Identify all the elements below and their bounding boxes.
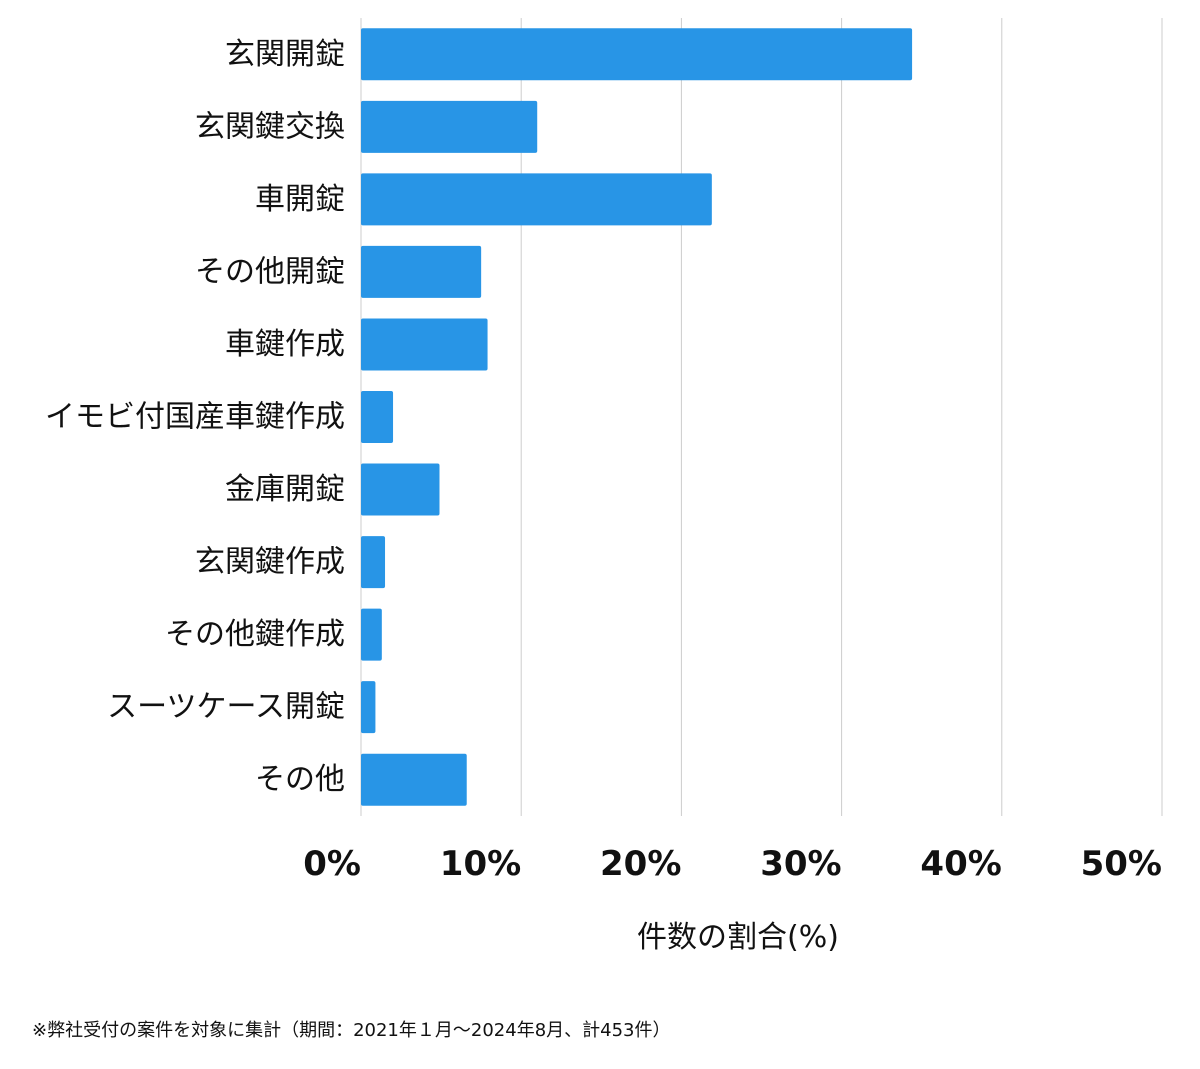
bar-8 [361, 608, 382, 661]
category-label-7: 玄関鍵作成 [195, 545, 345, 580]
category-label-8: その他鍵作成 [165, 617, 345, 652]
x-tick-label-2: 20% [600, 844, 681, 884]
bar-1 [361, 100, 538, 153]
category-label-0: 玄関開錠 [225, 37, 345, 72]
bar-7 [361, 536, 386, 589]
category-label-2: 車開錠 [255, 182, 345, 217]
category-label-10: その他 [255, 762, 345, 797]
x-tick-labels: 0% 10% 20% 30% 40% 50% [303, 844, 1162, 884]
bar-2 [361, 173, 712, 226]
x-tick-label-3: 30% [760, 844, 841, 884]
x-tick-label-4: 40% [920, 844, 1001, 884]
x-tick-label-5: 50% [1081, 844, 1162, 884]
category-labels: 玄関開錠玄関鍵交換車開錠その他開錠車鍵作成イモビ付国産車鍵作成金庫開錠玄関鍵作成… [45, 37, 345, 797]
category-label-1: 玄関鍵交換 [195, 109, 345, 144]
bar-3 [361, 245, 482, 298]
x-tick-label-1: 10% [440, 844, 521, 884]
category-label-9: スーツケース開錠 [107, 690, 345, 725]
bar-6 [361, 463, 440, 516]
bar-5 [361, 391, 394, 443]
bars [361, 28, 913, 806]
category-label-3: その他開錠 [195, 254, 345, 289]
bar-4 [361, 318, 488, 371]
category-label-4: 車鍵作成 [225, 327, 345, 362]
category-label-6: 金庫開錠 [225, 472, 345, 507]
x-axis-title: 件数の割合(%) [637, 920, 839, 955]
category-label-5: イモビ付国産車鍵作成 [45, 400, 345, 435]
bar-0 [361, 28, 913, 81]
bar-9 [361, 681, 376, 734]
x-tick-label-0: 0% [303, 844, 361, 884]
bar-10 [361, 753, 467, 806]
footnote: ※弊社受付の案件を対象に集計（期間：2021年１月〜2024年8月、計453件） [32, 1020, 671, 1041]
